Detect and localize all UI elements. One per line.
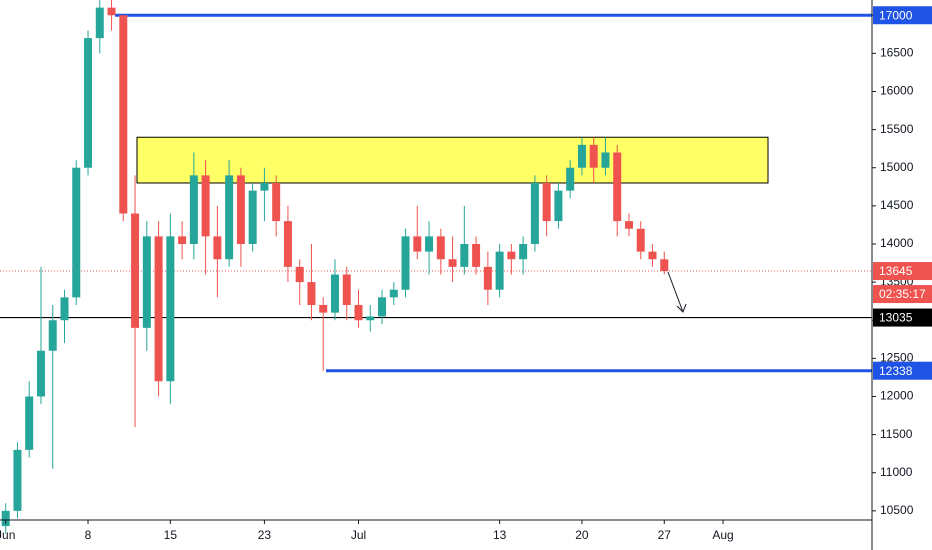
candle-body [448,259,457,267]
candle-body [272,182,281,222]
x-tick-label: 8 [85,528,92,542]
y-tick-label: 12000 [880,389,914,403]
x-tick-label: Aug [712,528,733,542]
candle-body [48,320,57,351]
candle-body [554,190,563,222]
candle-body [119,15,128,214]
candle-body [201,175,210,237]
y-tick-label: 15000 [880,160,914,174]
candle-body [577,144,586,168]
y-tick-label: 16000 [880,84,914,98]
x-tick-label: 23 [258,528,272,542]
candle-body [131,213,140,328]
candle-body [366,316,375,321]
candle-body [354,304,363,321]
candle-body [507,251,516,260]
candle-body [389,289,398,298]
y-tick-label: 14500 [880,198,914,212]
candle-body [636,228,645,252]
candle-body [413,236,422,252]
candle-body [472,243,481,267]
candle-body [401,236,410,290]
candle-body [624,221,633,229]
candle-body [236,175,245,244]
candle-body [613,152,622,222]
candle-body [295,266,304,283]
candle-body [495,251,504,290]
x-tick-label: 15 [164,528,178,542]
candle-body [530,182,539,244]
last-price-label-box [873,262,932,281]
candle-body [660,259,669,272]
candle-body [166,236,175,382]
x-tick-label: Jun [0,528,15,542]
last-price-label: 13645 [879,264,913,278]
candle-body [342,274,351,305]
y-tick-label: 11000 [880,465,913,479]
candle-body [60,297,69,321]
candle-body [189,175,198,244]
candle-body [178,236,187,244]
candle-body [84,38,93,168]
level-label: 17000 [879,8,913,22]
candle-body [36,350,45,397]
candle-body [1,510,10,527]
candle-body [95,7,104,39]
plot-area [0,0,872,534]
candle-body [107,7,116,16]
candle-body [248,190,257,244]
candle-body [460,243,469,267]
candle-body [601,152,610,168]
y-tick-label: 15500 [880,122,914,136]
level-label-box [873,308,932,327]
candle-body [425,236,434,252]
candle-body [378,297,387,317]
candle-body [142,236,151,328]
y-tick-label: 11500 [880,427,913,441]
x-tick-label: 13 [493,528,507,542]
candle-body [13,449,22,511]
candle-body [519,243,528,260]
y-tick-label: 10500 [880,503,914,517]
x-tick-label: 27 [658,528,672,542]
y-tick-label: 14000 [880,236,914,250]
y-tick-label: 16500 [880,46,914,60]
level-label-box [873,361,932,380]
candle-body [72,167,81,298]
candle-body [283,221,292,267]
x-tick-label: Jul [351,528,366,542]
candle-body [154,236,163,382]
candle-body [483,266,492,290]
level-label: 12338 [879,364,913,378]
arrow [667,271,687,313]
candle-body [648,251,657,260]
countdown-label: 02:35:17 [879,287,926,301]
candle-body [436,236,445,260]
candle-body [566,167,575,191]
countdown-label-box [873,285,932,304]
level-label: 13035 [879,311,913,325]
candle-body [542,182,551,222]
candle-body [213,236,222,260]
candle-body [330,274,339,313]
candle-body [319,304,328,313]
candle-body [25,396,34,450]
candle-body [589,144,598,168]
y-tick-label: 12500 [880,351,914,365]
candle-body [260,182,269,191]
candle-body [307,282,316,305]
level-label-box [873,6,932,25]
candle-body [225,175,234,260]
x-tick-label: 20 [575,528,589,542]
